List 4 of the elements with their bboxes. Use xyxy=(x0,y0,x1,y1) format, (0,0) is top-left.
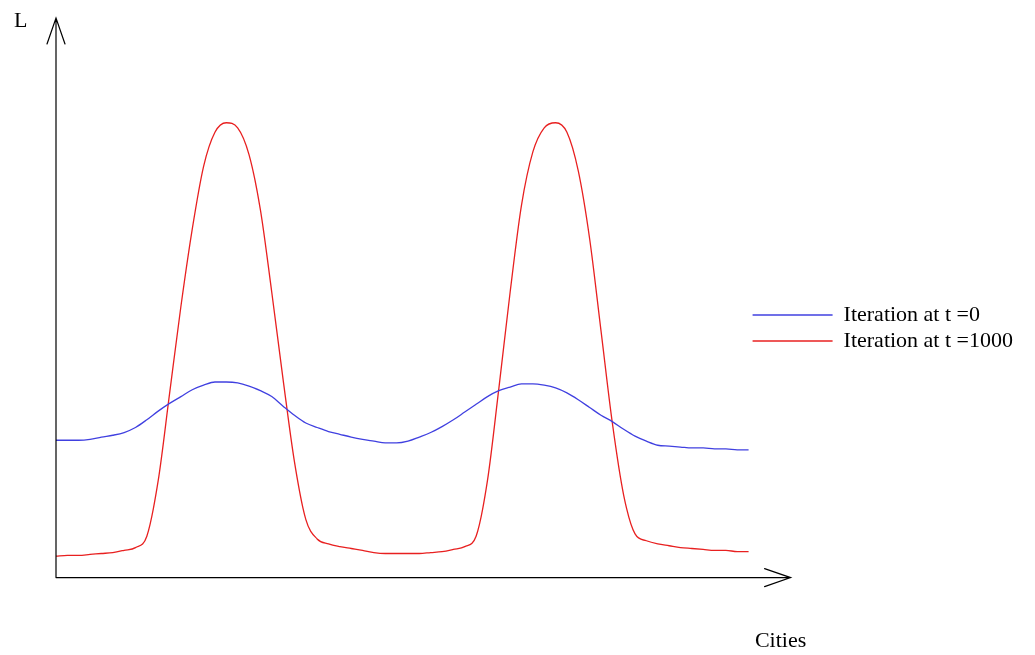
legend-label: Iteration at t =1000 xyxy=(843,326,1014,352)
legend-label: Iteration at t =0 xyxy=(843,300,981,326)
x-axis-title: Cities xyxy=(754,626,807,652)
y-axis-title: L xyxy=(14,6,28,32)
